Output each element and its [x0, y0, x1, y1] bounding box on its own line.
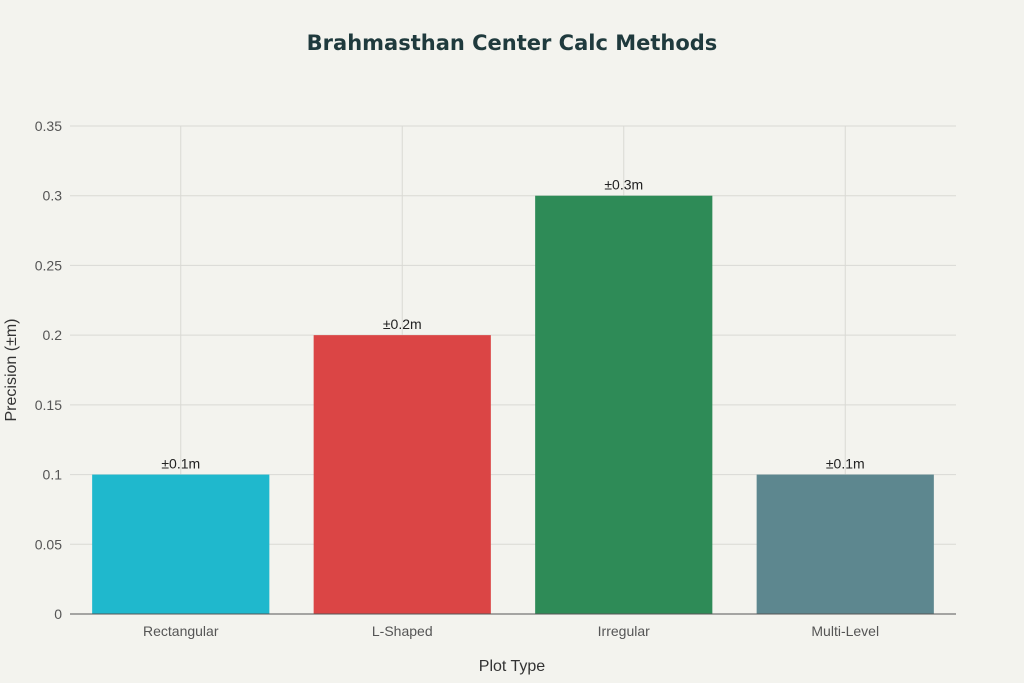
y-tick-label: 0.15	[35, 397, 62, 413]
y-axis-title: Precision (±m)	[3, 318, 20, 421]
y-axis: 0 0.05 0.1 0.15 0.2 0.25 0.3 0.35	[35, 118, 62, 622]
bar-multi-level	[756, 474, 934, 614]
x-tick-label: Multi-Level	[811, 623, 879, 639]
y-tick-label: 0.25	[35, 257, 62, 273]
x-axis-title: Plot Type	[479, 658, 546, 675]
x-tick-label: Irregular	[598, 623, 650, 639]
bar-irregular	[535, 195, 713, 614]
bar-value-label: ±0.1m	[826, 456, 865, 472]
x-axis: Rectangular L-Shaped Irregular Multi-Level	[70, 613, 956, 639]
bar-value-label: ±0.2m	[383, 316, 422, 332]
x-tick-label: Rectangular	[143, 623, 219, 639]
bar-value-label: ±0.1m	[161, 456, 200, 472]
bars	[92, 195, 934, 614]
y-tick-label: 0.35	[35, 118, 62, 134]
y-tick-label: 0.3	[43, 188, 63, 204]
y-tick-label: 0.1	[43, 467, 63, 483]
bar-rectangular	[92, 474, 270, 614]
bar-l-shaped	[313, 335, 491, 614]
y-tick-label: 0.2	[43, 327, 63, 343]
chart-title: Brahmasthan Center Calc Methods	[307, 31, 718, 55]
y-tick-label: 0.05	[35, 536, 62, 552]
x-tick-label: L-Shaped	[372, 623, 433, 639]
y-tick-label: 0	[54, 606, 62, 622]
data-labels: ±0.1m ±0.2m ±0.3m ±0.1m	[161, 177, 864, 472]
bar-value-label: ±0.3m	[604, 177, 643, 193]
